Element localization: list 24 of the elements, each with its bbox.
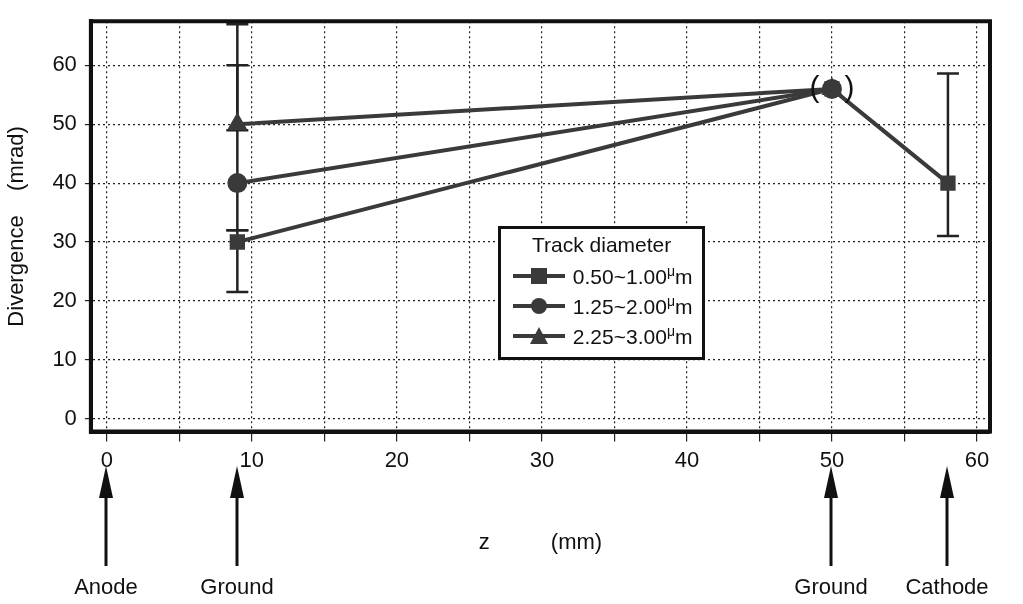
x-axis-title: z (mm) <box>478 529 603 555</box>
legend-title: Track diameter <box>531 233 673 258</box>
x-tick-label: 60 <box>964 446 990 472</box>
y-tick-label: 30 <box>52 228 77 254</box>
x-tick-label: 10 <box>239 446 265 472</box>
text: Anode <box>73 574 139 600</box>
y-tick-label: 50 <box>52 110 77 136</box>
x-tick-label: 40 <box>674 446 700 472</box>
y-tick-label: 60 <box>52 51 77 77</box>
x-tick-label: 20 <box>384 446 410 472</box>
x-tick-label: 50 <box>819 446 845 472</box>
text: Cathode <box>904 574 990 600</box>
y-tick-label: 0 <box>64 404 77 430</box>
y-axis-title: Divergence (mrad) <box>3 126 29 327</box>
x-tick-label: 30 <box>529 446 555 472</box>
legend-label: 1.25~2.00$^{μ}$m <box>572 293 693 320</box>
y-tick-label: 20 <box>52 286 77 312</box>
legend-label: 0.50~1.00$^{μ}$m <box>572 263 693 290</box>
x-tick-label: 0 <box>100 446 113 472</box>
legend-label: 2.25~3.00$^{μ}$m <box>572 323 693 350</box>
text: Ground <box>794 574 868 599</box>
y-tick-label: 10 <box>52 345 77 371</box>
text: Ground <box>199 574 275 600</box>
y-tick-label: 40 <box>52 169 77 195</box>
